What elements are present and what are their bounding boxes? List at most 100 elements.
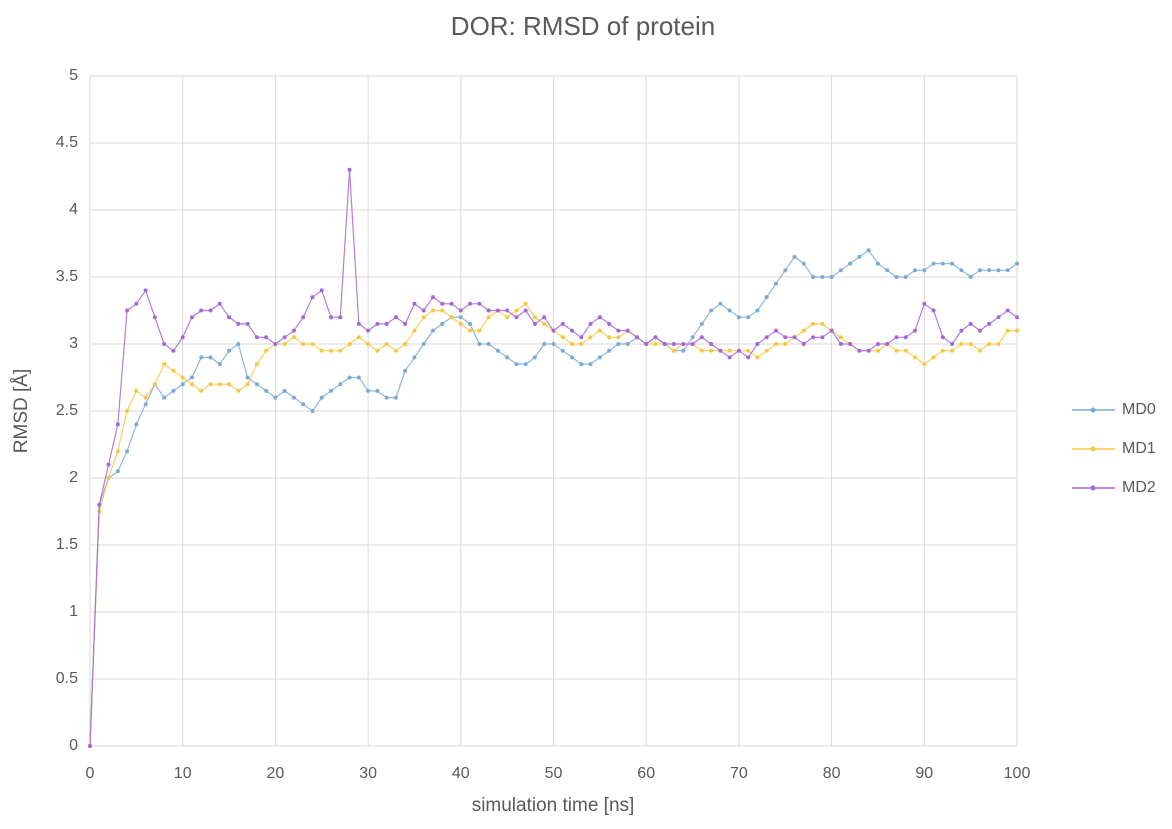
point [356, 321, 361, 326]
point [430, 308, 435, 313]
point [996, 268, 1001, 273]
point [551, 342, 556, 346]
y-tick-label: 1 [69, 603, 78, 620]
point [1005, 308, 1010, 313]
point [773, 328, 778, 333]
point [736, 315, 741, 320]
point [134, 388, 139, 393]
point [440, 301, 445, 306]
point [913, 268, 918, 273]
x-axis-label: simulation time [ns] [472, 795, 635, 816]
point [848, 261, 853, 266]
point [115, 469, 120, 474]
point [180, 335, 185, 340]
point [189, 382, 194, 387]
point [338, 382, 343, 387]
point [1005, 268, 1010, 273]
point [922, 362, 927, 367]
point [227, 382, 232, 387]
point [977, 348, 982, 353]
point [393, 315, 398, 320]
point [477, 328, 482, 333]
chart-title: DOR: RMSD of protein [451, 11, 715, 41]
point [690, 335, 695, 340]
point [616, 328, 621, 333]
point [709, 308, 714, 313]
point [792, 335, 797, 340]
point [903, 275, 908, 279]
point [523, 308, 528, 313]
point [356, 375, 361, 380]
point [764, 348, 769, 353]
point [644, 342, 649, 346]
point [236, 342, 241, 346]
point [579, 342, 584, 346]
point [523, 362, 528, 367]
point [273, 342, 278, 346]
point [366, 328, 371, 333]
point [514, 315, 519, 320]
point [773, 342, 778, 346]
point [607, 348, 612, 353]
point [421, 308, 426, 313]
point [199, 355, 204, 360]
point [245, 375, 250, 380]
point [922, 268, 927, 273]
point [931, 355, 936, 360]
point [208, 382, 213, 387]
point [746, 348, 751, 353]
point [486, 308, 491, 313]
point [625, 328, 630, 333]
point [996, 315, 1001, 320]
point [699, 335, 704, 340]
point [560, 348, 565, 353]
point [189, 315, 194, 320]
point [542, 342, 547, 346]
point [468, 301, 473, 306]
point [125, 409, 130, 413]
point [143, 402, 148, 407]
point [866, 348, 871, 353]
point [811, 335, 816, 340]
point [950, 342, 955, 346]
point [597, 355, 602, 360]
point [931, 308, 936, 313]
point [403, 342, 408, 346]
x-tick-label: 20 [267, 765, 285, 782]
point [134, 301, 139, 306]
point [885, 342, 890, 346]
point [282, 388, 287, 393]
point [801, 342, 806, 346]
point [588, 362, 593, 367]
point [356, 335, 361, 340]
point [959, 268, 964, 273]
point [366, 342, 371, 346]
point [412, 301, 417, 306]
point [291, 328, 296, 333]
point [746, 355, 751, 360]
point [801, 261, 806, 266]
point [375, 348, 380, 353]
point [755, 355, 760, 360]
point [236, 321, 241, 326]
point [329, 315, 334, 320]
point [347, 342, 352, 346]
point [764, 295, 769, 300]
x-tick-label: 40 [452, 765, 470, 782]
point [468, 321, 473, 326]
point [857, 348, 862, 353]
point [189, 375, 194, 380]
point [903, 348, 908, 353]
point [913, 328, 918, 333]
point [171, 388, 176, 393]
point [607, 335, 612, 340]
point [672, 342, 677, 346]
point [848, 342, 853, 346]
point [968, 321, 973, 326]
point [588, 335, 593, 340]
point [838, 342, 843, 346]
point [681, 342, 686, 346]
point [319, 348, 324, 353]
y-tick-label: 0.5 [56, 670, 78, 687]
point [940, 335, 945, 340]
